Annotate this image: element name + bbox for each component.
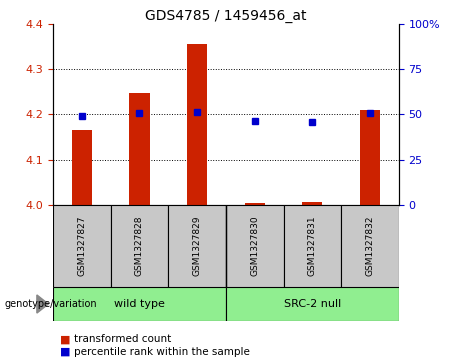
Text: ■: ■ xyxy=(60,334,71,344)
Text: ■: ■ xyxy=(60,347,71,357)
Bar xyxy=(360,110,380,205)
Text: GSM1327829: GSM1327829 xyxy=(193,216,201,276)
Text: wild type: wild type xyxy=(114,299,165,309)
Bar xyxy=(111,205,168,287)
Bar xyxy=(168,205,226,287)
Bar xyxy=(226,205,284,287)
Text: GSM1327831: GSM1327831 xyxy=(308,216,317,276)
Bar xyxy=(53,287,226,321)
Bar xyxy=(72,130,92,205)
Text: percentile rank within the sample: percentile rank within the sample xyxy=(74,347,250,357)
Bar xyxy=(341,205,399,287)
Text: GSM1327828: GSM1327828 xyxy=(135,216,144,276)
Bar xyxy=(226,287,399,321)
Text: GSM1327830: GSM1327830 xyxy=(250,216,259,276)
Text: genotype/variation: genotype/variation xyxy=(5,299,97,309)
Bar xyxy=(53,205,111,287)
Title: GDS4785 / 1459456_at: GDS4785 / 1459456_at xyxy=(145,9,307,23)
Bar xyxy=(302,202,322,205)
Text: SRC-2 null: SRC-2 null xyxy=(284,299,341,309)
Text: GSM1327832: GSM1327832 xyxy=(366,216,374,276)
Text: transformed count: transformed count xyxy=(74,334,171,344)
Bar xyxy=(284,205,341,287)
Bar xyxy=(187,44,207,205)
Bar xyxy=(245,203,265,205)
Text: GSM1327827: GSM1327827 xyxy=(77,216,86,276)
Bar xyxy=(130,93,149,205)
